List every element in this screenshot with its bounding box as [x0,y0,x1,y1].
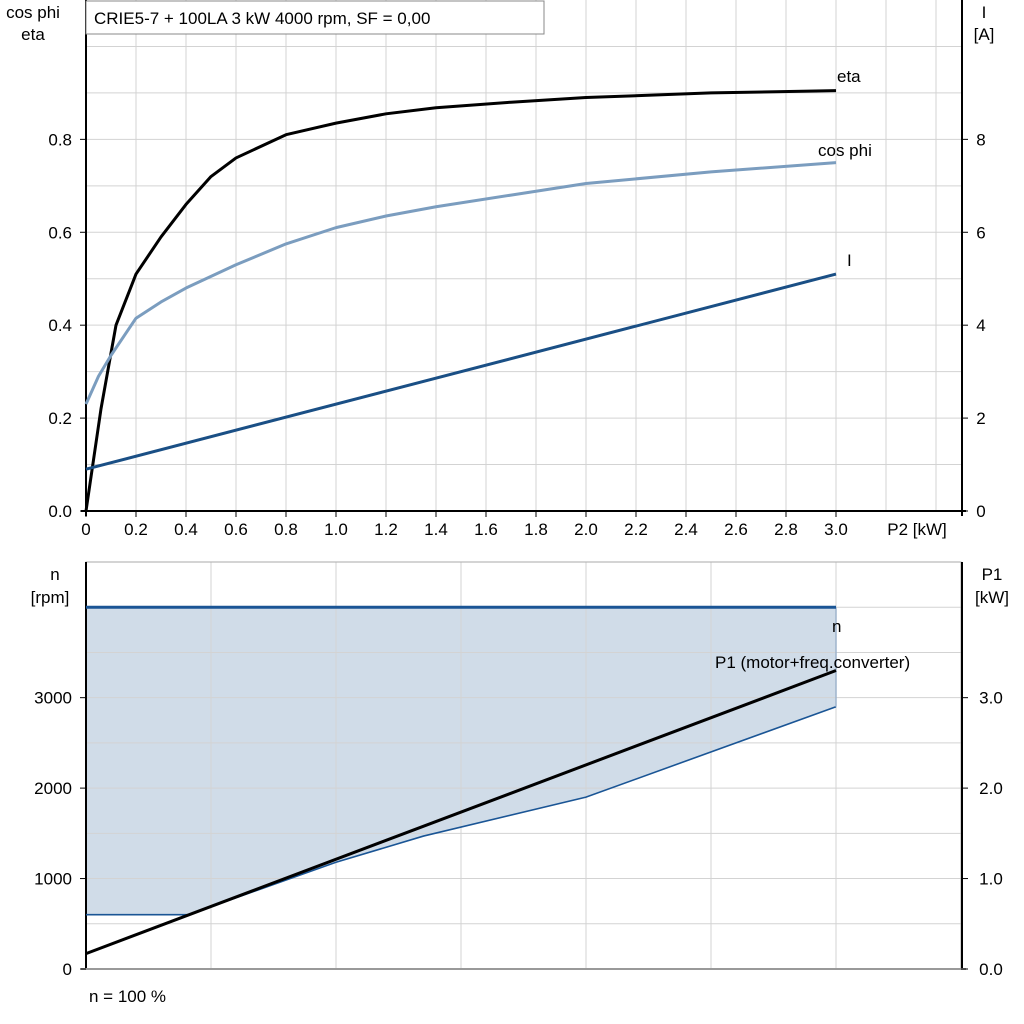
x-axis-label: P2 [kW] [887,520,947,539]
series-label-cos-phi: cos phi [818,141,872,160]
x-tick-label: 1.0 [324,520,348,539]
title-box [85,0,545,35]
y-tick-label-right: 0.0 [979,960,1003,979]
series-line-P1 [85,669,837,956]
y-tick-label-left: 0.6 [48,223,72,242]
series-line-I [85,272,837,471]
y-axis-label-left: eta [21,25,45,44]
y-tick-label-left: 0.8 [48,130,72,149]
y-tick-label-left: 2000 [34,779,72,798]
x-tick-label: 2.0 [574,520,598,539]
y-tick-label-left: 0.4 [48,316,72,335]
x-tick-label: 1.4 [424,520,448,539]
speed-footnote: n = 100 % [89,987,166,1006]
x-tick-label: 1.8 [524,520,548,539]
y-tick-label-left: 0 [63,960,72,979]
series-label-P1: P1 (motor+freq.converter) [715,653,910,672]
series-label-n: n [832,617,841,636]
y-axis-label-left: n [50,565,59,584]
series-line-P1-motor [86,705,837,916]
y-tick-label-right: 2 [976,409,985,428]
series-label-I: I [847,251,852,270]
series-line-cos-phi [84,161,837,405]
x-tick-label: 1.2 [374,520,398,539]
y-tick-label-right: 2.0 [979,779,1003,798]
y-tick-label-right: 3.0 [979,689,1003,708]
y-tick-label-left: 0.2 [48,409,72,428]
y-tick-label-right: 6 [976,223,985,242]
y-axis-label-right: I [982,3,987,22]
y-tick-label-left: 0.0 [48,502,72,521]
series-line-eta [84,89,837,512]
x-tick-label: 2.2 [624,520,648,539]
x-tick-label: 2.6 [724,520,748,539]
y-tick-label-right: 8 [976,130,985,149]
y-axis-label-left: [rpm] [31,588,70,607]
x-tick-label: 0.8 [274,520,298,539]
y-axis-label-right: [kW] [975,588,1009,607]
x-tick-label: 3.0 [824,520,848,539]
x-tick-label: 0.2 [124,520,148,539]
y-axis-label-right: P1 [982,565,1003,584]
x-tick-label: 0.4 [174,520,198,539]
x-tick-label: 1.6 [474,520,498,539]
series-label-eta: eta [837,67,861,86]
x-tick-label: 2.8 [774,520,798,539]
y-axis-label-left: cos phi [6,3,60,22]
y-tick-label-right: 4 [976,316,985,335]
y-tick-label-left: 1000 [34,870,72,889]
chart-title: CRIE5-7 + 100LA 3 kW 4000 rpm, SF = 0,00 [94,9,430,28]
y-tick-label-left: 3000 [34,689,72,708]
x-tick-label: 0.6 [224,520,248,539]
y-tick-label-right: 1.0 [979,870,1003,889]
y-tick-label-right: 0 [976,502,985,521]
x-tick-label: 2.4 [674,520,698,539]
x-tick-label: 0 [81,520,90,539]
y-axis-label-right: [A] [974,25,995,44]
